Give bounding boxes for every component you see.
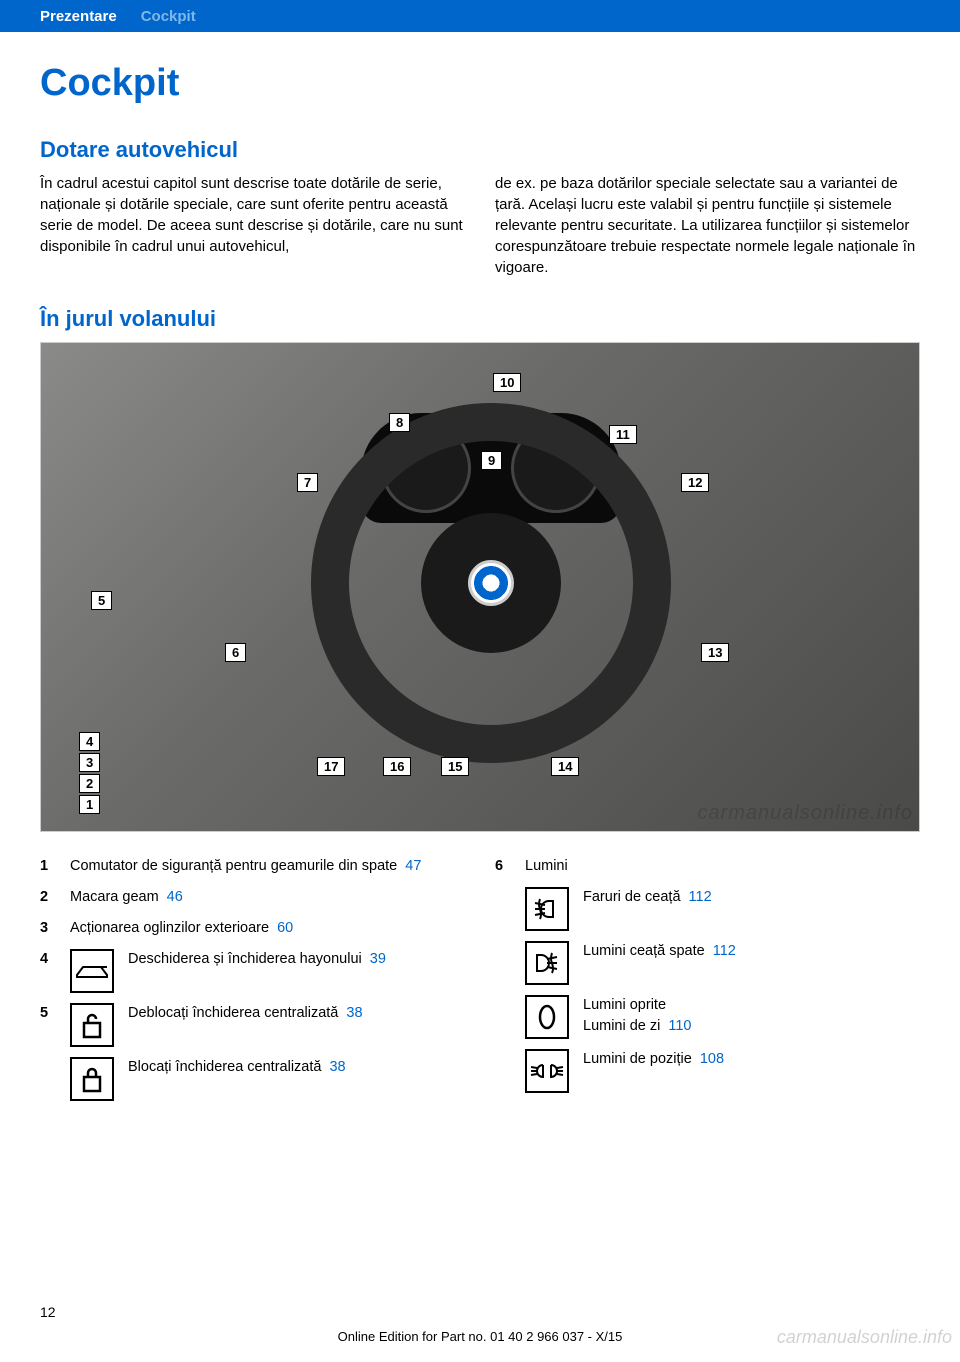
footer-watermark: carmanualsonline.info (777, 1327, 952, 1348)
callout-13: 13 (701, 643, 729, 662)
callout-4: 4 (79, 732, 100, 751)
legend-right-col: 6 Lumini Faruri de ceață112 Lumini ceață … (495, 856, 920, 1111)
image-watermark: carmanualsonline.info (697, 802, 913, 825)
page-ref[interactable]: 38 (329, 1059, 345, 1075)
legend-item-6: 6 Lumini (495, 856, 920, 877)
callout-legend: 1 Comutator de siguranță pentru geamurile… (40, 856, 920, 1111)
legend-text: Lumini de poziție108 (583, 1049, 920, 1070)
page-ref[interactable]: 112 (689, 889, 712, 905)
page-ref[interactable]: 46 (167, 889, 183, 905)
tailgate-icon (70, 949, 114, 993)
legend-num: 6 (495, 856, 511, 877)
page-ref[interactable]: 39 (370, 951, 386, 967)
callout-5: 5 (91, 591, 112, 610)
callout-2: 2 (79, 774, 100, 793)
legend-icon-row: Lumini ceață spate112 (525, 941, 920, 985)
legend-text: Lumini ceață spate112 (583, 941, 920, 962)
legend-item-2: 2 Macara geam46 (40, 887, 465, 908)
legend-text: Comutator de siguranță pentru geamurile … (70, 856, 465, 877)
callout-1: 1 (79, 795, 100, 814)
legend-num: 1 (40, 856, 56, 877)
page-number: 12 (40, 1304, 56, 1320)
page-ref[interactable]: 60 (277, 920, 293, 936)
legend-num: 5 (40, 1003, 56, 1024)
callout-3: 3 (79, 753, 100, 772)
callout-16: 16 (383, 757, 411, 776)
legend-icon-row: Lumini opriteLumini de zi110 (525, 995, 920, 1039)
header-tab-prezentare: Prezentare (40, 8, 141, 25)
page-ref[interactable]: 108 (700, 1051, 724, 1067)
fog-front-icon (525, 887, 569, 931)
legend-icon-row: Lumini de poziție108 (525, 1049, 920, 1093)
page-title: Cockpit (40, 62, 920, 105)
steering-wheel-diagram: 1234567891011121314151617 carmanualsonli… (40, 342, 920, 832)
header-bar: Prezentare Cockpit (0, 0, 960, 32)
callout-6: 6 (225, 643, 246, 662)
intro-col-left: În cadrul acestui capitol sunt descrise … (40, 173, 465, 278)
legend-icon-row: 4 Deschiderea și închiderea hayonului39 (40, 949, 465, 993)
header-subtab-cockpit: Cockpit (141, 8, 196, 25)
callout-17: 17 (317, 757, 345, 776)
page-ref[interactable]: 112 (713, 943, 736, 959)
legend-icon-row: Blocați închiderea centralizată38 (40, 1057, 465, 1101)
legend-item-3: 3 Acționarea oglinzilor exterioare60 (40, 918, 465, 939)
legend-num: 3 (40, 918, 56, 939)
callout-9: 9 (481, 451, 502, 470)
legend-text: Faruri de ceață112 (583, 887, 920, 908)
callout-11: 11 (609, 425, 637, 444)
legend-text: Deschiderea și închiderea hayonului39 (128, 949, 465, 970)
legend-text: Macara geam46 (70, 887, 465, 908)
legend-text: Lumini (525, 856, 920, 877)
lock-icon (70, 1057, 114, 1101)
legend-num: 2 (40, 887, 56, 908)
unlock-icon (70, 1003, 114, 1047)
callout-10: 10 (493, 373, 521, 392)
position-icon (525, 1049, 569, 1093)
page-ref[interactable]: 47 (405, 858, 421, 874)
section-heading-volan: În jurul volanului (40, 306, 920, 332)
intro-columns: În cadrul acestui capitol sunt descrise … (40, 173, 920, 278)
callout-12: 12 (681, 473, 709, 492)
page-ref[interactable]: 110 (668, 1018, 691, 1034)
legend-text: Blocați închiderea centralizată38 (128, 1057, 465, 1078)
callout-14: 14 (551, 757, 579, 776)
page-ref[interactable]: 38 (346, 1005, 362, 1021)
section-heading-dotare: Dotare autovehicul (40, 137, 920, 163)
legend-text: Acționarea oglinzilor exterioare60 (70, 918, 465, 939)
fog-rear-icon (525, 941, 569, 985)
callout-7: 7 (297, 473, 318, 492)
steering-wheel-hub (421, 513, 561, 653)
intro-col-right: de ex. pe baza dotărilor speciale select… (495, 173, 920, 278)
legend-left-col: 1 Comutator de siguranță pentru geamurile… (40, 856, 465, 1111)
bmw-badge-icon (468, 560, 514, 606)
legend-item-1: 1 Comutator de siguranță pentru geamurile… (40, 856, 465, 877)
legend-icon-row: 5 Deblocați închiderea centralizată38 (40, 1003, 465, 1047)
legend-text: Lumini opriteLumini de zi110 (583, 995, 920, 1037)
callout-15: 15 (441, 757, 469, 776)
legend-num: 4 (40, 949, 56, 970)
page-content: Cockpit Dotare autovehicul În cadrul ace… (0, 32, 960, 1131)
zero-icon (525, 995, 569, 1039)
legend-icon-row: Faruri de ceață112 (525, 887, 920, 931)
legend-text: Deblocați închiderea centralizată38 (128, 1003, 465, 1024)
callout-8: 8 (389, 413, 410, 432)
